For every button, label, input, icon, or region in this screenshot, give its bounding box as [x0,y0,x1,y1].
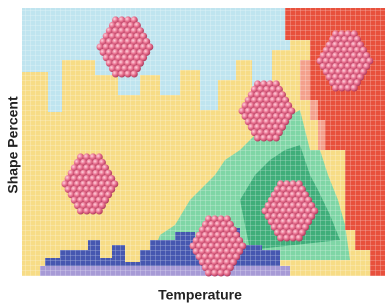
atom [131,70,138,77]
atom [205,269,212,276]
atom [89,207,96,214]
figure: Shape Percent Temperature [0,0,385,306]
atom [96,207,103,214]
y-axis-label: Shape Percent [5,96,21,194]
atom [260,134,267,141]
atom [289,234,296,241]
atom [112,70,119,77]
atom [266,134,273,141]
atom [124,70,131,77]
atom [332,84,339,91]
x-axis-label: Temperature [158,287,242,303]
atom [118,70,125,77]
atom [338,84,345,91]
atom [77,207,84,214]
atom [277,234,284,241]
atom [254,134,261,141]
atom [273,134,280,141]
atom [296,234,303,241]
atom [283,234,290,241]
atom [344,84,351,91]
atom [217,269,224,276]
atom [211,269,218,276]
atom [351,84,358,91]
atom [83,207,90,214]
atom [224,269,231,276]
